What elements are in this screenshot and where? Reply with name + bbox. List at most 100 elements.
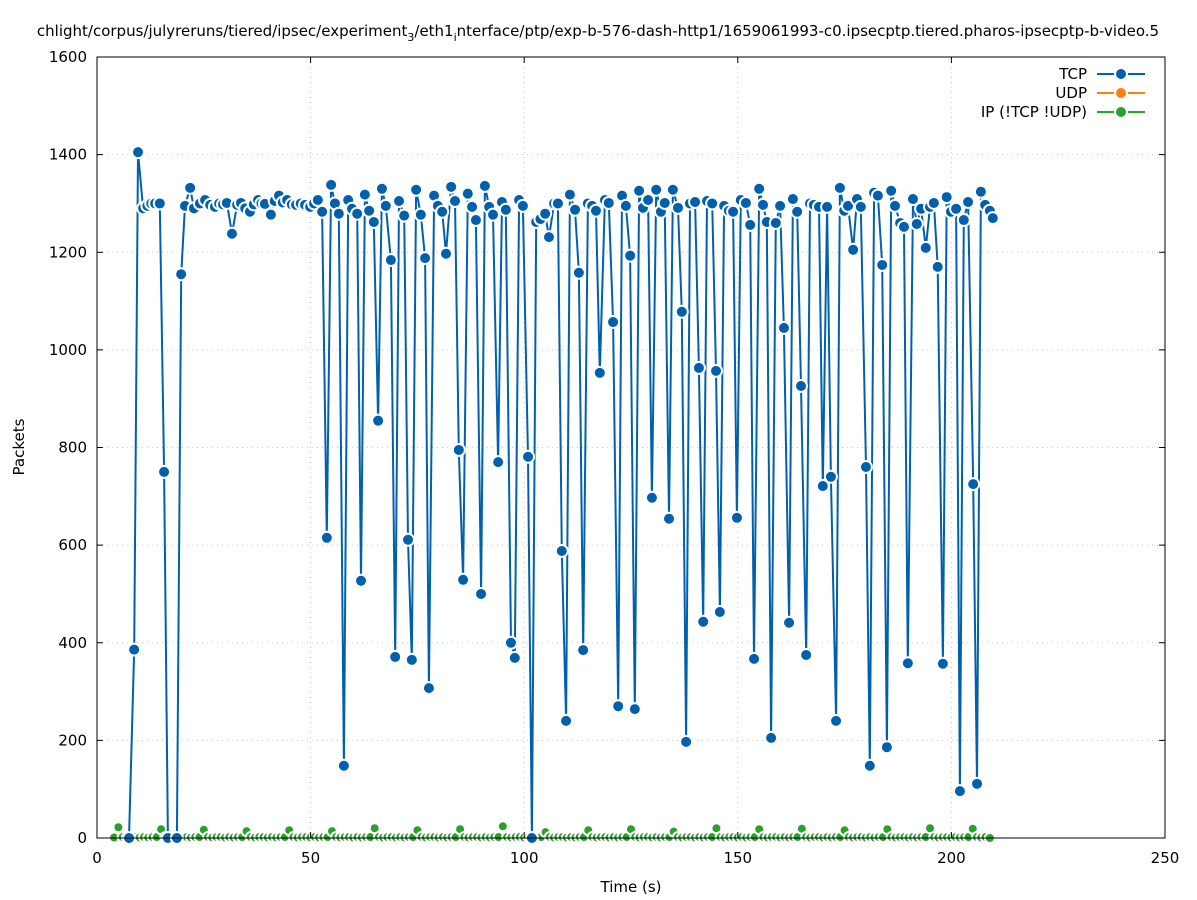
title-part: nterface/ptp/exp-b-576-dash-http1/165906… xyxy=(457,22,1159,40)
y-tick-label: 400 xyxy=(58,634,87,652)
data-point xyxy=(641,193,656,208)
y-axis-label: Packets xyxy=(10,418,28,475)
data-point xyxy=(832,180,847,195)
data-point xyxy=(985,211,1000,226)
data-point xyxy=(127,642,142,657)
data-point xyxy=(794,378,809,393)
data-point xyxy=(623,248,638,263)
data-point xyxy=(263,207,278,222)
data-point xyxy=(662,511,677,526)
data-point xyxy=(632,183,647,198)
data-point xyxy=(152,196,167,211)
data-point xyxy=(649,182,664,197)
data-point xyxy=(776,320,791,335)
data-point xyxy=(388,649,403,664)
data-point xyxy=(705,196,720,211)
x-tick-label: 200 xyxy=(937,849,966,867)
data-point xyxy=(823,469,838,484)
data-point xyxy=(743,217,758,232)
data-point xyxy=(900,656,915,671)
data-point xyxy=(970,776,985,791)
data-point xyxy=(435,204,450,219)
y-tick-label: 200 xyxy=(58,731,87,749)
data-point xyxy=(588,203,603,218)
data-point xyxy=(331,206,346,221)
legend-label: TCP xyxy=(1058,65,1087,83)
data-point xyxy=(926,195,941,210)
data-point xyxy=(468,213,483,228)
data-point xyxy=(112,821,125,834)
data-point xyxy=(447,193,462,208)
y-tick-label: 1200 xyxy=(49,243,87,261)
data-point xyxy=(371,413,386,428)
data-point xyxy=(949,201,964,216)
data-point xyxy=(401,532,416,547)
data-point xyxy=(571,265,586,280)
data-point xyxy=(764,730,779,745)
data-point xyxy=(670,200,685,215)
data-point xyxy=(752,181,767,196)
legend-marker xyxy=(1114,105,1128,119)
data-point xyxy=(709,363,724,378)
data-point xyxy=(601,195,616,210)
data-point xyxy=(421,681,436,696)
data-point xyxy=(541,230,556,245)
data-point xyxy=(397,208,412,223)
y-tick-label: 0 xyxy=(77,829,87,847)
x-tick-label: 100 xyxy=(510,849,539,867)
data-point xyxy=(930,259,945,274)
data-point xyxy=(618,198,633,213)
data-point xyxy=(785,192,800,207)
data-point xyxy=(961,194,976,209)
data-point xyxy=(738,195,753,210)
y-tick-label: 1000 xyxy=(49,341,87,359)
data-point xyxy=(644,490,659,505)
axis-ticks: 0 50 100 150 200 250 0 200 400 600 800 1000 1200 1400… xyxy=(49,48,1180,867)
data-point xyxy=(336,758,351,773)
data-point xyxy=(973,184,988,199)
data-point xyxy=(665,182,680,197)
title-part: /eth1 xyxy=(414,22,453,40)
data-point xyxy=(507,650,522,665)
y-tick-label: 600 xyxy=(58,536,87,554)
x-axis-label: Time (s) xyxy=(600,878,662,896)
data-point xyxy=(918,240,933,255)
data-point xyxy=(456,572,471,587)
data-point xyxy=(496,820,509,833)
data-point xyxy=(952,784,967,799)
chart-title: chlight/corpus/julyreruns/tiered/ipsec/e… xyxy=(37,22,1159,44)
data-point xyxy=(444,179,459,194)
data-point xyxy=(875,257,890,272)
data-point xyxy=(729,510,744,525)
data-point xyxy=(853,199,868,214)
data-point xyxy=(773,198,788,213)
data-point xyxy=(474,586,489,601)
data-point xyxy=(418,251,433,266)
data-point xyxy=(354,573,369,588)
legend-marker xyxy=(1114,86,1128,100)
data-point xyxy=(521,449,536,464)
data-point xyxy=(896,219,911,234)
x-tick-label: 50 xyxy=(301,849,320,867)
data-point xyxy=(726,204,741,219)
data-point xyxy=(174,267,189,282)
data-point xyxy=(362,203,377,218)
data-point xyxy=(846,242,861,257)
data-point xyxy=(439,246,454,261)
data-point xyxy=(486,207,501,222)
data-point xyxy=(324,177,339,192)
data-point xyxy=(611,699,626,714)
data-point xyxy=(862,758,877,773)
data-point xyxy=(939,190,954,205)
data-point xyxy=(799,647,814,662)
data-point xyxy=(756,197,771,212)
data-point xyxy=(460,186,475,201)
y-tick-label: 800 xyxy=(58,439,87,457)
data-point xyxy=(691,360,706,375)
data-point xyxy=(404,652,419,667)
y-tick-label: 1400 xyxy=(49,146,87,164)
data-point xyxy=(559,713,574,728)
data-point xyxy=(315,204,330,219)
data-point xyxy=(350,206,365,221)
data-point xyxy=(550,196,565,211)
